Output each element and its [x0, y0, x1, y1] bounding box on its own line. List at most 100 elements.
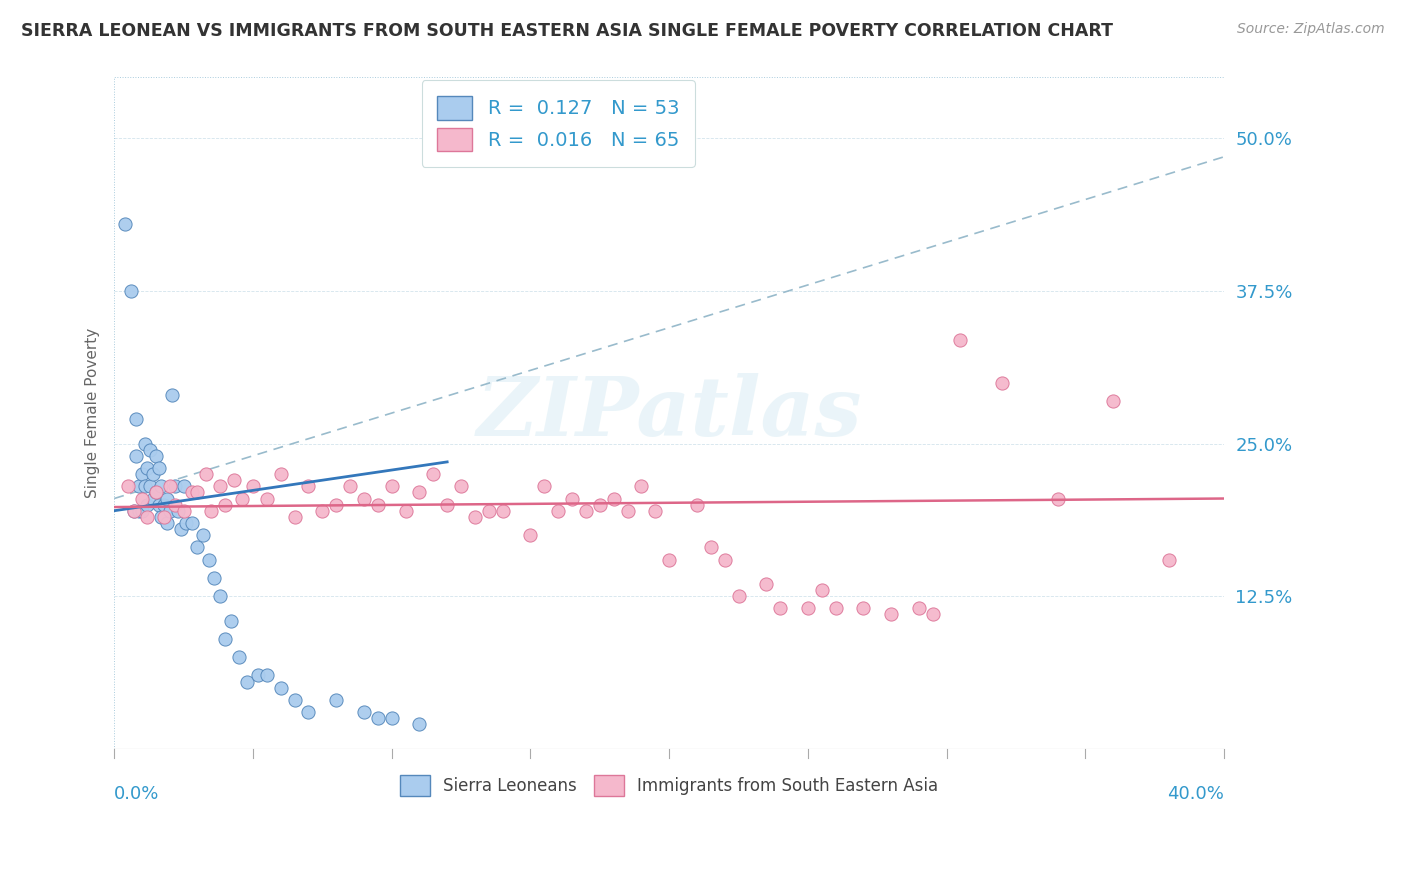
Point: [142, 467, 165, 482]
Point: [125, 449, 148, 463]
Point: [122, 504, 145, 518]
Point: [191, 528, 214, 542]
Point: [519, 528, 541, 542]
Point: [242, 479, 264, 493]
Point: [325, 693, 347, 707]
Point: [214, 632, 236, 646]
Point: [173, 479, 195, 493]
Point: [170, 522, 193, 536]
Point: [165, 498, 187, 512]
Point: [153, 498, 176, 512]
Point: [236, 674, 259, 689]
Point: [156, 491, 179, 506]
Point: [208, 479, 231, 493]
Point: [422, 467, 444, 482]
Legend: Sierra Leoneans, Immigrants from South Eastern Asia: Sierra Leoneans, Immigrants from South E…: [392, 767, 946, 805]
Point: [114, 217, 136, 231]
Point: [658, 552, 681, 566]
Point: [921, 607, 943, 622]
Point: [148, 498, 170, 512]
Point: [408, 717, 430, 731]
Point: [450, 479, 472, 493]
Point: [547, 504, 569, 518]
Point: [727, 589, 749, 603]
Point: [616, 504, 638, 518]
Point: [200, 504, 222, 518]
Point: [353, 491, 375, 506]
Point: [150, 509, 173, 524]
Point: [908, 601, 931, 615]
Point: [686, 498, 709, 512]
Point: [214, 498, 236, 512]
Point: [270, 467, 292, 482]
Point: [644, 504, 666, 518]
Point: [394, 504, 416, 518]
Point: [478, 504, 501, 518]
Point: [436, 498, 458, 512]
Point: [367, 711, 389, 725]
Point: [136, 498, 159, 512]
Point: [156, 516, 179, 530]
Point: [575, 504, 598, 518]
Point: [173, 504, 195, 518]
Point: [561, 491, 583, 506]
Point: [176, 516, 198, 530]
Point: [755, 577, 778, 591]
Point: [270, 681, 292, 695]
Point: [136, 461, 159, 475]
Point: [153, 509, 176, 524]
Point: [194, 467, 217, 482]
Point: [797, 601, 820, 615]
Text: 40.0%: 40.0%: [1167, 785, 1225, 804]
Point: [713, 552, 735, 566]
Point: [311, 504, 333, 518]
Point: [219, 614, 242, 628]
Point: [145, 449, 167, 463]
Point: [283, 509, 305, 524]
Point: [131, 504, 153, 518]
Point: [128, 504, 150, 518]
Point: [134, 479, 156, 493]
Point: [1157, 552, 1180, 566]
Point: [256, 668, 278, 682]
Point: [117, 479, 139, 493]
Point: [492, 504, 515, 518]
Point: [602, 491, 624, 506]
Point: [159, 479, 181, 493]
Point: [381, 479, 404, 493]
Point: [139, 442, 162, 457]
Point: [1102, 393, 1125, 408]
Point: [180, 485, 202, 500]
Point: [180, 516, 202, 530]
Point: [700, 541, 723, 555]
Point: [408, 485, 430, 500]
Point: [589, 498, 612, 512]
Point: [159, 504, 181, 518]
Point: [949, 333, 972, 347]
Point: [228, 650, 250, 665]
Point: [148, 461, 170, 475]
Point: [139, 479, 162, 493]
Text: SIERRA LEONEAN VS IMMIGRANTS FROM SOUTH EASTERN ASIA SINGLE FEMALE POVERTY CORRE: SIERRA LEONEAN VS IMMIGRANTS FROM SOUTH …: [21, 22, 1114, 40]
Point: [186, 485, 208, 500]
Point: [231, 491, 253, 506]
Point: [297, 705, 319, 719]
Point: [630, 479, 652, 493]
Point: [197, 552, 219, 566]
Point: [339, 479, 361, 493]
Point: [131, 491, 153, 506]
Point: [145, 485, 167, 500]
Text: 0.0%: 0.0%: [114, 785, 159, 804]
Point: [283, 693, 305, 707]
Point: [150, 479, 173, 493]
Point: [533, 479, 555, 493]
Point: [202, 571, 225, 585]
Point: [381, 711, 404, 725]
Point: [222, 473, 245, 487]
Point: [167, 504, 190, 518]
Y-axis label: Single Female Poverty: Single Female Poverty: [86, 328, 100, 499]
Point: [136, 509, 159, 524]
Point: [852, 601, 875, 615]
Point: [208, 589, 231, 603]
Point: [162, 388, 184, 402]
